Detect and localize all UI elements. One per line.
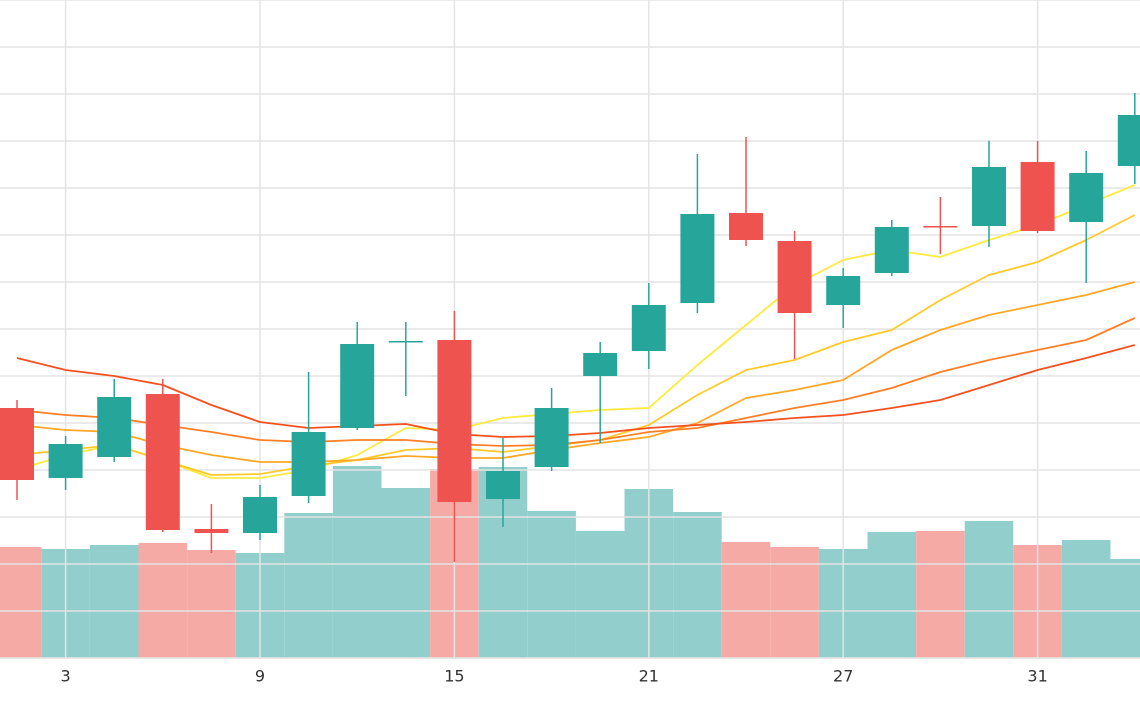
moving-average-line [16, 317, 1136, 447]
candle-body [340, 344, 375, 428]
candle-body [534, 408, 569, 467]
volume-bar [381, 488, 431, 658]
volume-bar [138, 543, 188, 658]
x-tick-label: 15 [444, 667, 464, 686]
candle-body [729, 213, 763, 240]
moving-average-line [16, 184, 1136, 479]
candle-body [1117, 115, 1140, 166]
volume-bar [916, 531, 965, 658]
candle-body [486, 471, 520, 499]
plot-area [0, 0, 1140, 659]
candle-body [194, 529, 229, 533]
x-tick-label: 3 [61, 667, 71, 686]
volume-bar [527, 511, 576, 658]
candle-body [777, 241, 812, 313]
candle-body [437, 340, 472, 502]
candle-body [97, 397, 132, 457]
candle-body [1020, 162, 1055, 231]
candle-body [388, 341, 423, 343]
candle-body [48, 444, 83, 478]
moving-average-line [16, 214, 1136, 476]
candle-body [972, 167, 1006, 226]
volume-bar [284, 513, 333, 658]
candle-body [874, 227, 909, 273]
x-tick-label: 27 [833, 667, 853, 686]
candle-body [145, 394, 180, 530]
volume-bar [721, 542, 771, 658]
candle-body [1069, 173, 1104, 222]
volume-bar [1061, 540, 1111, 658]
moving-average-line [16, 344, 1136, 438]
candle-body [583, 353, 618, 376]
volume-bar [0, 547, 42, 658]
candle-body [0, 408, 34, 480]
x-tick-label: 21 [639, 667, 659, 686]
x-tick-label: 9 [255, 667, 265, 686]
volume-bar [673, 512, 722, 658]
candle-body [243, 497, 277, 533]
volume-bar [770, 547, 819, 658]
volume-bar [575, 531, 625, 658]
candle-body [291, 432, 326, 496]
candle-body [923, 226, 958, 228]
candle-body [826, 276, 861, 305]
x-tick-label: 31 [1027, 667, 1047, 686]
volume-bar [867, 532, 917, 658]
candle-body [631, 305, 666, 351]
volume-bar [964, 521, 1014, 658]
volume-bar [1110, 559, 1140, 658]
volume-bar [89, 545, 139, 658]
candle-body [680, 214, 715, 303]
volume-bar [187, 550, 236, 658]
volume-bar [332, 466, 382, 658]
moving-average-line [16, 281, 1136, 463]
